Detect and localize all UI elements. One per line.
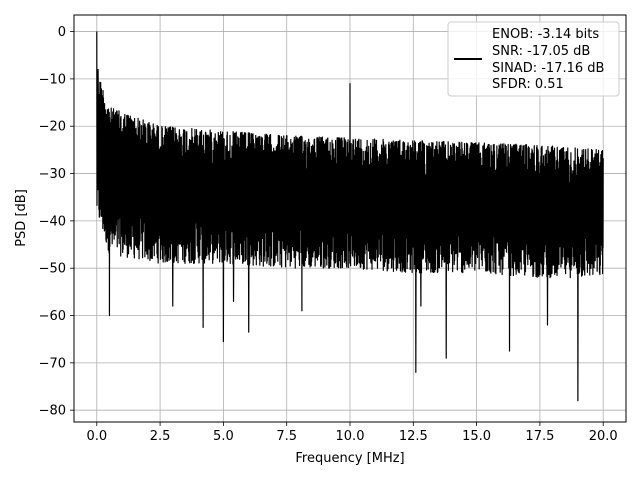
- legend-box: [447, 21, 620, 97]
- x-axis-label: Frequency [MHz]: [295, 451, 404, 466]
- y-tick-label: −40: [39, 214, 66, 229]
- x-tick-label: 7.5: [276, 429, 297, 444]
- x-tick-label: 0.0: [86, 429, 107, 444]
- x-tick-label: 20.0: [589, 429, 618, 444]
- plot-content: [96, 31, 604, 402]
- legend-snr: SNR: -17.05 dB: [492, 44, 590, 59]
- x-tick-label: 2.5: [150, 429, 171, 444]
- legend-sinad: SINAD: -17.16 dB: [492, 61, 604, 76]
- x-axis-ticks: 0.0 2.5 5.0 7.5 10.0 12.5 15.0 17.5 20.0: [86, 422, 618, 444]
- legend-sfdr: SFDR: 0.51: [492, 77, 564, 92]
- psd-series-line: [96, 31, 604, 402]
- x-tick-label: 10.0: [336, 429, 365, 444]
- y-tick-label: −50: [39, 262, 66, 277]
- y-tick-label: −60: [39, 309, 66, 324]
- legend: ENOB: -3.14 bits SNR: -17.05 dB SINAD: -…: [447, 21, 620, 97]
- x-tick-label: 15.0: [462, 429, 491, 444]
- y-tick-label: −20: [39, 120, 66, 135]
- y-tick-label: 0: [58, 25, 66, 40]
- y-axis-ticks: 0 −10 −20 −30 −40 −50 −60 −70 −80: [39, 25, 74, 419]
- y-axis-label: PSD [dB]: [14, 189, 29, 247]
- y-tick-label: −30: [39, 167, 66, 182]
- y-tick-label: −80: [39, 404, 66, 419]
- x-tick-label: 12.5: [399, 429, 428, 444]
- legend-enob: ENOB: -3.14 bits: [492, 27, 599, 42]
- x-tick-label: 17.5: [525, 429, 554, 444]
- y-tick-label: −70: [39, 356, 66, 371]
- y-tick-label: −10: [39, 72, 66, 87]
- x-tick-label: 5.0: [213, 429, 234, 444]
